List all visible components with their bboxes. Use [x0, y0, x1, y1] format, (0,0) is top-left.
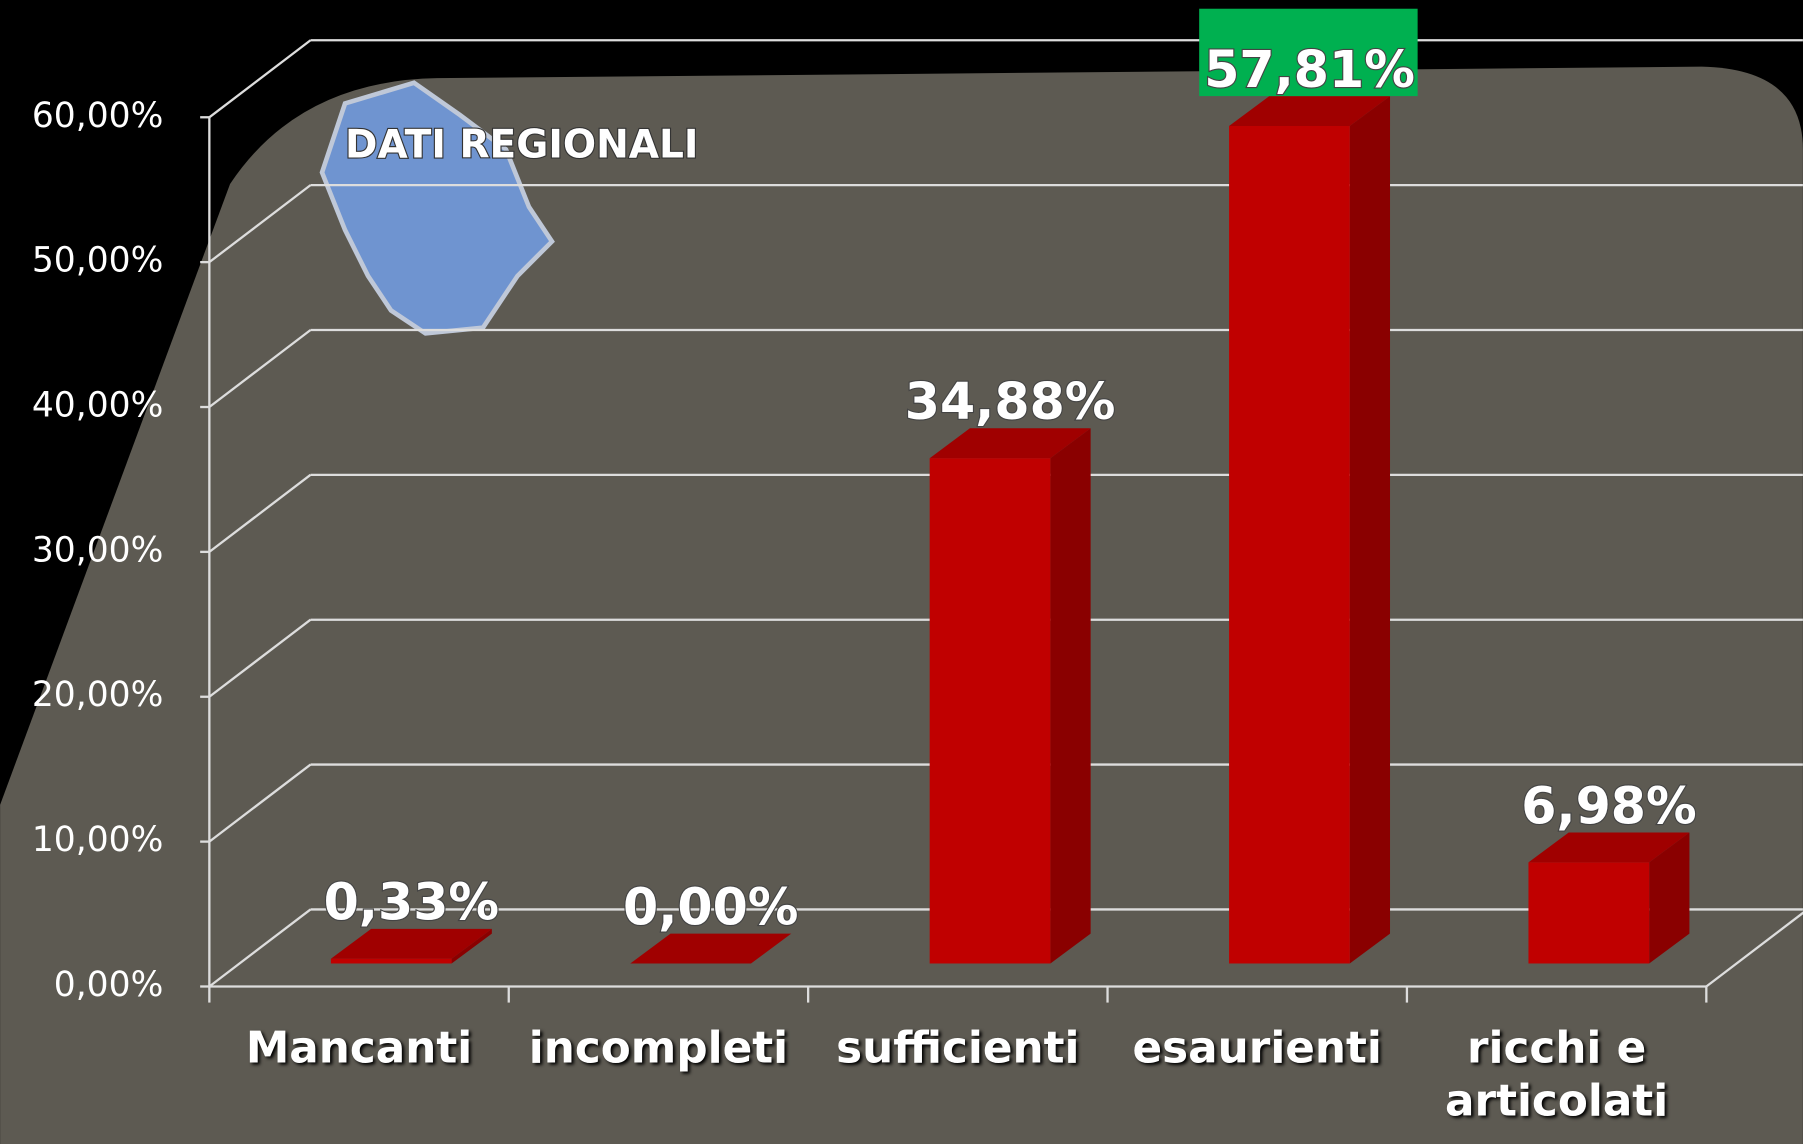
value-label: 0,00%	[623, 877, 798, 936]
y-tick-label: 40,00%	[32, 386, 163, 426]
x-tick-label-box: incompleti	[528, 1022, 789, 1073]
bar	[1229, 126, 1350, 964]
grid-line	[208, 618, 312, 698]
y-tick-label: 20,00%	[32, 675, 163, 715]
y-tick-label: 0,00%	[54, 965, 164, 1005]
value-label: 57,81%	[1204, 40, 1415, 99]
x-tick-label: sufficienti	[836, 1022, 1080, 1073]
bar	[929, 458, 1051, 964]
x-tick-label-box: sufficienti	[836, 1022, 1080, 1073]
x-tick-label-box: ricchi e articolati	[1445, 1022, 1669, 1126]
x-tick-label-box: Mancanti	[245, 1022, 473, 1073]
grid-line	[208, 329, 312, 408]
grid-line	[208, 39, 312, 119]
x-tick-label: Mancanti	[245, 1022, 473, 1073]
bar-top	[630, 933, 792, 964]
y-tick-label: 30,00%	[32, 530, 163, 570]
x-tick-label-box: esaurienti	[1132, 1022, 1382, 1073]
annotation: DATI REGIONALI	[345, 123, 698, 168]
x-tick-label: esaurienti	[1132, 1022, 1382, 1073]
grid-line	[208, 473, 312, 553]
value-label-background	[1199, 8, 1418, 97]
photo-backdrop	[0, 66, 1803, 1144]
bar-top	[1528, 832, 1690, 863]
y-tick-label: 50,00%	[32, 241, 163, 281]
value-label: 6,98%	[1521, 776, 1696, 835]
x-tick-label: incompleti	[528, 1022, 789, 1073]
y-tick-label: 60,00%	[32, 96, 163, 136]
region-map	[319, 80, 555, 336]
bar-top	[330, 928, 492, 959]
bar-top	[929, 428, 1091, 459]
value-label: 34,88%	[905, 372, 1116, 431]
bar	[1528, 862, 1650, 964]
bar-side	[1349, 96, 1391, 964]
bar-side	[1050, 428, 1091, 964]
bar-side	[1649, 832, 1690, 964]
x-tick-label: ricchi e articolati	[1445, 1022, 1669, 1126]
bar-side	[451, 928, 492, 964]
bar	[330, 958, 452, 964]
floor-edge	[1705, 911, 1803, 988]
value-label: 0,33%	[324, 873, 499, 932]
bar-top	[1229, 96, 1391, 127]
grid-line	[208, 184, 312, 264]
grid-line	[208, 908, 312, 988]
y-tick-label: 10,00%	[32, 820, 163, 860]
grid-line	[208, 763, 312, 843]
